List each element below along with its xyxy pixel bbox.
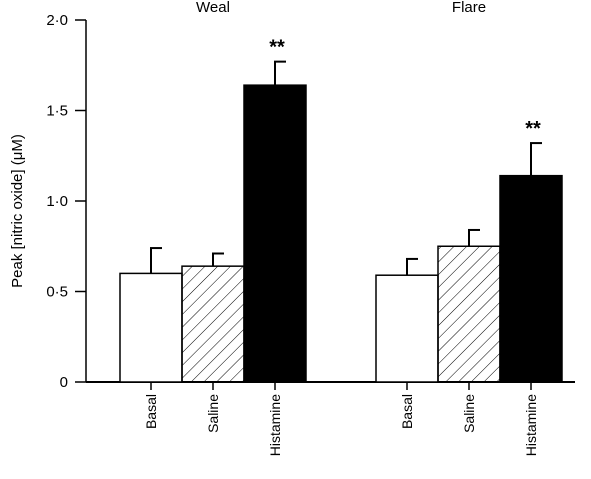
bar-weal-saline	[181, 265, 245, 383]
significance-marker-weal-histamine: **	[269, 37, 285, 59]
y-tick-label: 1·0	[46, 193, 68, 210]
significance-marker-flare-histamine: **	[525, 118, 541, 140]
x-tick-label-flare-saline: Saline	[461, 394, 477, 433]
x-tick-label-weal-histamine: Histamine	[267, 394, 283, 456]
x-tick-label-weal-basal: Basal	[143, 394, 159, 429]
y-tick-label: 0·5	[46, 284, 68, 301]
bar-flare-basal	[375, 274, 439, 383]
bar-flare-saline	[437, 245, 501, 383]
group-title-weal: Weal	[196, 0, 230, 16]
x-tick-label-weal-saline: Saline	[205, 394, 221, 433]
x-tick-label-flare-basal: Basal	[399, 394, 415, 429]
bar-weal-basal	[119, 272, 183, 383]
group-title-flare: Flare	[452, 0, 486, 16]
x-tick-label-flare-histamine: Histamine	[523, 394, 539, 456]
labels: Weal Basal Saline ** Histamine Flare Basal Sali…	[143, 0, 541, 456]
y-tick-label: 2·0	[46, 12, 68, 29]
y-tick-label: 1·5	[46, 103, 68, 120]
bar-weal-histamine	[243, 84, 307, 383]
bars	[119, 60, 563, 383]
y-axis-label: Peak [nitric oxide] (μM)	[9, 134, 26, 288]
bar-flare-histamine	[499, 174, 563, 383]
y-tick-label: 0	[60, 374, 68, 391]
